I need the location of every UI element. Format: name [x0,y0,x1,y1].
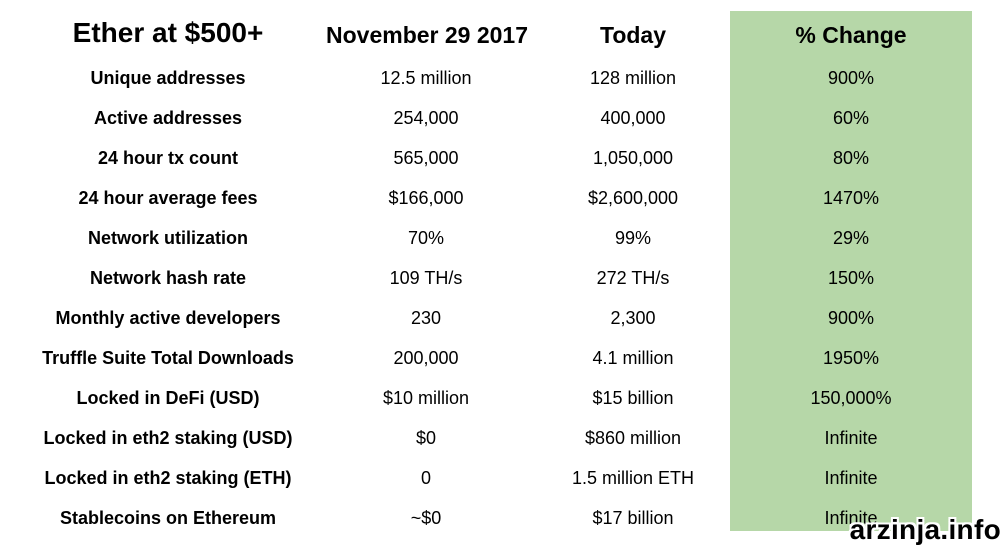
value-today: 1,050,000 [592,148,674,168]
value-change: 60% [832,108,870,128]
table-row: 24 hour average fees $166,000 $2,600,000… [0,178,1005,218]
value-change: 900% [827,308,875,328]
value-today: 400,000 [600,108,666,128]
column-header-2017: November 29 2017 [326,22,529,48]
value-2017: 109 TH/s [389,268,463,288]
table-header-row: Ether at $500+ November 29 2017 Today % … [0,13,1005,57]
watermark: arzinja.info [849,514,1001,545]
row-label: Network utilization [87,228,248,248]
value-2017: 200,000 [393,348,459,368]
value-change: Infinite [824,428,878,448]
value-change: Infinite [824,508,878,528]
value-change: 900% [827,68,875,88]
value-today: 2,300 [610,308,656,328]
row-label: 24 hour average fees [78,188,258,208]
value-2017: 230 [410,308,442,328]
table-title: Ether at $500+ [72,17,264,48]
value-2017: ~$0 [410,508,442,528]
value-change: 1470% [822,188,880,208]
value-change: 29% [832,228,870,248]
value-today: $2,600,000 [587,188,679,208]
value-today: 1.5 million ETH [571,468,695,488]
value-today: $17 billion [592,508,674,528]
value-2017: 70% [407,228,445,248]
table-row: Network utilization 70% 99% 29% [0,218,1005,258]
row-label: Truffle Suite Total Downloads [42,348,294,368]
table-row: Unique addresses 12.5 million 128 millio… [0,58,1005,98]
value-2017: $166,000 [388,188,464,208]
value-2017: $10 million [382,388,470,408]
value-2017: 565,000 [393,148,459,168]
row-label: Network hash rate [89,268,247,288]
value-2017: 0 [420,468,431,488]
value-today: 4.1 million [592,348,674,368]
table-row: 24 hour tx count 565,000 1,050,000 80% [0,138,1005,178]
row-label: Stablecoins on Ethereum [59,508,277,528]
row-label: Active addresses [93,108,243,128]
value-2017: 254,000 [393,108,459,128]
value-change: 80% [832,148,870,168]
value-change: 150% [827,268,875,288]
row-label: Unique addresses [90,68,246,88]
column-header-change: % Change [795,22,907,48]
table-row: Monthly active developers 230 2,300 900% [0,298,1005,338]
value-today: 128 million [589,68,677,88]
value-change: 1950% [822,348,880,368]
column-header-today: Today [599,22,667,48]
table-row: Locked in DeFi (USD) $10 million $15 bil… [0,378,1005,418]
value-2017: $0 [415,428,437,448]
table-row: Active addresses 254,000 400,000 60% [0,98,1005,138]
value-change: 150,000% [810,388,892,408]
value-today: $15 billion [592,388,674,408]
table-row: Locked in eth2 staking (USD) $0 $860 mil… [0,418,1005,458]
value-change: Infinite [824,468,878,488]
table-row: Stablecoins on Ethereum ~$0 $17 billion … [0,498,1005,538]
change-column-highlight [730,11,972,531]
value-today: $860 million [584,428,682,448]
table-row: Locked in eth2 staking (ETH) 0 1.5 milli… [0,458,1005,498]
table-row: Network hash rate 109 TH/s 272 TH/s 150% [0,258,1005,298]
row-label: Locked in DeFi (USD) [76,388,260,408]
value-today: 272 TH/s [596,268,670,288]
row-label: Monthly active developers [55,308,281,328]
value-2017: 12.5 million [380,68,472,88]
value-today: 99% [614,228,652,248]
row-label: 24 hour tx count [97,148,238,168]
row-label: Locked in eth2 staking (USD) [43,428,293,448]
row-label: Locked in eth2 staking (ETH) [44,468,292,488]
table-row: Truffle Suite Total Downloads 200,000 4.… [0,338,1005,378]
